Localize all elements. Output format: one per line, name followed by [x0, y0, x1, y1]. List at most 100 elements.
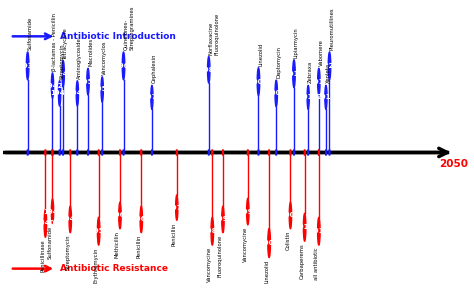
Circle shape	[268, 229, 271, 257]
Circle shape	[63, 150, 64, 155]
Circle shape	[308, 150, 309, 155]
Circle shape	[208, 57, 210, 83]
Text: Streptomycin: Streptomycin	[60, 43, 64, 79]
Circle shape	[77, 150, 78, 155]
Text: 2005: 2005	[266, 90, 286, 97]
Text: 2050: 2050	[439, 158, 469, 168]
Text: Vancomycine: Vancomycine	[243, 227, 248, 262]
Circle shape	[27, 52, 29, 80]
Text: 2017: 2017	[309, 79, 328, 85]
Circle shape	[140, 206, 143, 233]
Text: 1949: 1949	[67, 90, 87, 97]
Circle shape	[293, 60, 295, 88]
Text: 1990: 1990	[213, 216, 233, 223]
Circle shape	[44, 210, 46, 237]
Text: Colistin: Colistin	[285, 231, 291, 250]
Text: 1987: 1987	[202, 228, 222, 234]
Text: Carbaperems: Carbaperems	[300, 243, 305, 279]
Circle shape	[303, 213, 306, 241]
Text: Zebraxa: Zebraxa	[308, 61, 313, 84]
Circle shape	[119, 202, 121, 229]
Text: Aminoglycoside: Aminoglycoside	[77, 37, 82, 79]
Text: 1961: 1961	[110, 212, 130, 218]
Text: Streptomycin: Streptomycin	[65, 235, 70, 270]
Text: Penicillinase: Penicillinase	[40, 239, 46, 272]
Circle shape	[211, 217, 214, 245]
Text: 1955: 1955	[89, 228, 108, 234]
Text: 2003: 2003	[259, 240, 279, 246]
Circle shape	[176, 150, 177, 155]
Circle shape	[51, 73, 54, 98]
Circle shape	[325, 85, 327, 109]
Circle shape	[62, 60, 64, 87]
Circle shape	[258, 150, 259, 155]
Text: 1967: 1967	[132, 216, 151, 223]
Circle shape	[304, 150, 305, 155]
Text: Fluoroquinolone: Fluoroquinolone	[218, 235, 223, 277]
Text: 1952: 1952	[78, 79, 98, 85]
Circle shape	[328, 52, 331, 80]
Text: 2010: 2010	[284, 71, 304, 77]
Circle shape	[123, 150, 124, 155]
Text: Xenleta: Xenleta	[326, 63, 331, 84]
Text: Linezolid: Linezolid	[258, 42, 264, 66]
Text: Macrolides: Macrolides	[88, 38, 93, 66]
Circle shape	[275, 80, 277, 107]
Circle shape	[318, 68, 320, 95]
Text: Vancomyclos: Vancomyclos	[102, 40, 107, 75]
Text: 1942: 1942	[43, 209, 62, 214]
Text: 1962: 1962	[114, 63, 133, 69]
Text: Cephalexin: Cephalexin	[152, 54, 157, 84]
Text: Penicillin: Penicillin	[137, 235, 141, 258]
Text: 2013: 2013	[295, 224, 314, 230]
Circle shape	[52, 150, 53, 155]
Text: Antibiotic Resistance: Antibiotic Resistance	[60, 264, 168, 273]
Circle shape	[87, 68, 89, 95]
Text: Linezolid: Linezolid	[264, 260, 269, 283]
Circle shape	[257, 68, 260, 95]
Text: 2017: 2017	[309, 228, 328, 234]
Text: 1942: 1942	[43, 83, 62, 88]
Circle shape	[122, 52, 125, 80]
Circle shape	[318, 217, 320, 245]
Text: 1944: 1944	[50, 90, 70, 97]
Text: 1935: 1935	[18, 63, 37, 69]
Circle shape	[246, 198, 249, 225]
Text: Daptomycin: Daptomycin	[276, 46, 281, 78]
Text: 1940: 1940	[36, 220, 55, 226]
Text: 2009: 2009	[281, 212, 300, 218]
Text: 2020: 2020	[320, 63, 339, 69]
Text: 2000: 2000	[249, 79, 268, 85]
Circle shape	[247, 150, 248, 155]
Circle shape	[222, 206, 224, 233]
Circle shape	[52, 150, 53, 155]
Circle shape	[151, 85, 153, 109]
Text: Penicillin: Penicillin	[172, 222, 177, 246]
Text: Antibiotic Introduction: Antibiotic Introduction	[60, 32, 175, 41]
Circle shape	[76, 81, 79, 106]
Text: Methicillin: Methicillin	[115, 231, 120, 258]
Circle shape	[70, 150, 71, 155]
Text: 1956: 1956	[92, 86, 112, 92]
Circle shape	[27, 150, 28, 155]
Circle shape	[51, 199, 54, 224]
Text: 1970: 1970	[142, 94, 162, 100]
Text: 1947: 1947	[61, 216, 80, 223]
Text: β-lactamas - Penicillin: β-lactamas - Penicillin	[53, 13, 57, 71]
Circle shape	[290, 150, 291, 155]
Text: Sulfonamide: Sulfonamide	[47, 226, 53, 259]
Text: Norflaxacine
Fluoroquinolone: Norflaxacine Fluoroquinolone	[209, 12, 219, 55]
Circle shape	[329, 150, 330, 155]
Circle shape	[141, 150, 142, 155]
Circle shape	[45, 150, 46, 155]
Text: Pleuromutillines: Pleuromutillines	[329, 8, 335, 50]
Circle shape	[307, 85, 309, 109]
Text: Vabomere: Vabomere	[319, 40, 324, 66]
Text: Tetracycline: Tetracycline	[63, 27, 68, 59]
Text: 2019: 2019	[316, 94, 336, 100]
Circle shape	[98, 217, 100, 245]
Text: all antibiotic: all antibiotic	[314, 247, 319, 280]
Text: 2014: 2014	[299, 94, 318, 100]
Text: 1997: 1997	[238, 209, 257, 214]
Text: Sulfonamide: Sulfonamide	[27, 17, 33, 50]
